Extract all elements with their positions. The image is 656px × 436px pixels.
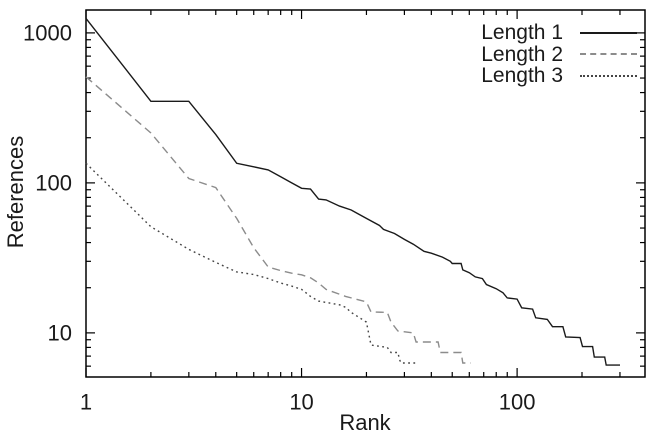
series-line-length-3 — [85, 162, 417, 364]
legend-item-length-2: Length 2 — [481, 42, 637, 66]
y-tick-label: 10 — [48, 320, 72, 345]
y-tick-label: 1000 — [23, 20, 72, 45]
legend-item-length-1: Length 1 — [481, 22, 637, 44]
series-line-length-2 — [85, 76, 471, 364]
x-tick-label: 1 — [80, 390, 92, 415]
legend-line-sample-dotted — [580, 74, 637, 77]
plot-border — [85, 9, 646, 378]
y-tick-label: 100 — [35, 170, 72, 195]
legend-item-length-3: Length 3 — [481, 65, 637, 87]
x-tick-label: 10 — [289, 390, 313, 415]
x-tick-label: 100 — [499, 390, 536, 415]
y-axis-title: References — [3, 135, 28, 249]
legend-label-length-3: Length 3 — [481, 64, 563, 87]
legend-line-sample-dashed — [580, 53, 637, 56]
legend-label-length-2: Length 2 — [481, 42, 563, 66]
legend-line-sample-solid — [580, 31, 637, 34]
legend: Length 1 Length 2 Length 3 — [481, 22, 637, 87]
legend-label-length-1: Length 1 — [481, 21, 563, 44]
series-line-length-1 — [85, 17, 620, 366]
x-axis-title: Rank — [339, 410, 391, 435]
